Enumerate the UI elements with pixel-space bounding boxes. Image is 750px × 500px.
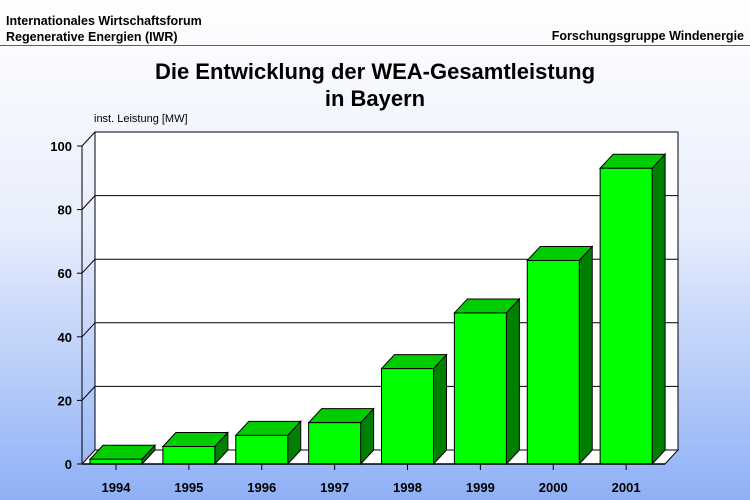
y-tick-label: 40 [58, 330, 72, 345]
bar [308, 422, 362, 465]
gridline-connector [81, 131, 96, 147]
y-tick-label: 0 [65, 457, 72, 472]
x-tick-label: 1996 [247, 480, 276, 495]
chart-title-block: Die Entwicklung der WEA-Gesamtleistung i… [0, 58, 750, 112]
x-tick-label: 2001 [612, 480, 641, 495]
x-tick-label: 1999 [466, 480, 495, 495]
research-group-label: Forschungsgruppe Windenergie [551, 29, 744, 43]
bar [453, 312, 507, 465]
gridline-connector [81, 258, 96, 274]
bar-side [578, 245, 593, 466]
x-tick-label: 1998 [393, 480, 422, 495]
bar [599, 167, 653, 465]
bar-side [433, 353, 447, 466]
x-tick-label: 1997 [320, 480, 349, 495]
x-tick-label: 1995 [174, 480, 203, 495]
bar [526, 259, 580, 465]
bar [235, 434, 289, 465]
gridline-connector [81, 386, 96, 401]
organization-header: Internationales Wirtschaftsforum Regener… [6, 13, 202, 45]
chart-subtitle: in Bayern [324, 86, 426, 111]
organization-subname: Regenerative Energien (IWR) [6, 30, 178, 44]
y-tick-label: 80 [58, 203, 72, 218]
bar [162, 446, 216, 465]
gridline-connector [81, 322, 96, 338]
organization-name: Internationales Wirtschaftsforum [6, 14, 202, 28]
bar-side [505, 297, 520, 466]
y-tick-label: 100 [50, 139, 72, 154]
y-tick-label: 60 [58, 266, 72, 281]
x-tick-label: 1994 [102, 480, 132, 495]
gridline-connector [81, 195, 96, 210]
y-tick-label: 20 [58, 393, 72, 408]
y-axis-label: inst. Leistung [MW] [94, 113, 188, 125]
bar [381, 368, 434, 465]
chart-title: Die Entwicklung der WEA-Gesamtleistung [154, 59, 596, 84]
header-divider [0, 45, 750, 46]
bar-side [651, 152, 666, 466]
x-tick-label: 2000 [539, 480, 568, 495]
